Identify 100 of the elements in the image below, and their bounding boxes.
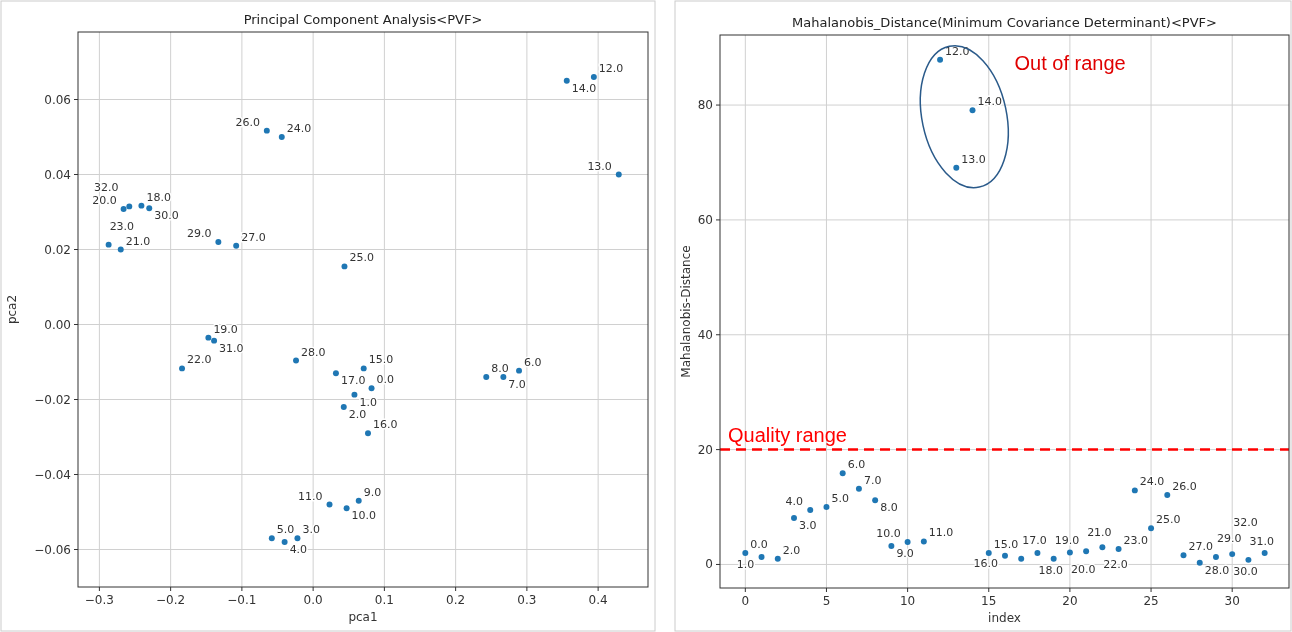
point — [953, 164, 960, 171]
annotation: 6.0 — [847, 458, 866, 472]
point — [1099, 544, 1106, 551]
annotation: 28.0 — [1204, 563, 1230, 577]
point — [179, 365, 186, 372]
point — [563, 77, 570, 84]
point — [615, 171, 622, 178]
y-tick-label: 20 — [697, 442, 713, 457]
x-tick-label: 0.3 — [517, 593, 537, 607]
x-tick-label: 25 — [1143, 594, 1159, 608]
annotation: 2.0 — [348, 408, 367, 421]
annotation: 20.0 — [92, 194, 117, 207]
annotation: 19.0 — [213, 322, 238, 336]
annotation: 6.0 — [524, 355, 542, 369]
point — [215, 239, 222, 245]
point — [138, 202, 145, 209]
annotation: 30.0 — [154, 209, 179, 223]
annotation: 22.0 — [1103, 558, 1128, 572]
annotation: 21.0 — [1087, 526, 1112, 540]
point — [263, 127, 270, 134]
point — [742, 549, 749, 556]
annotation: 13.0 — [587, 159, 612, 173]
point — [1002, 552, 1008, 559]
point — [278, 134, 285, 140]
annotation: 26.0 — [235, 115, 260, 129]
annotation: 5.0 — [276, 523, 295, 537]
x-tick-label: 10 — [899, 594, 916, 608]
point — [969, 107, 976, 114]
x-tick-label: 0.1 — [374, 593, 394, 607]
annotation: 25.0 — [349, 251, 374, 265]
annotation: 27.0 — [241, 230, 266, 244]
y-tick-label: −0.02 — [34, 392, 71, 407]
point — [985, 549, 992, 556]
point — [1018, 555, 1025, 562]
point — [211, 337, 218, 344]
point — [268, 535, 275, 542]
point — [1148, 525, 1155, 532]
annotation: 3.0 — [799, 518, 817, 532]
point — [872, 497, 879, 504]
x-tick-label: 0.0 — [303, 593, 323, 607]
annotation: 7.0 — [863, 473, 882, 487]
point — [233, 242, 240, 249]
point — [1164, 491, 1171, 498]
annotation: 1.0 — [359, 395, 377, 409]
annotation: 16.0 — [973, 556, 999, 570]
point — [332, 370, 339, 377]
point — [294, 535, 301, 542]
point — [1261, 549, 1268, 556]
point — [120, 206, 127, 212]
annotation: 32.0 — [93, 181, 119, 195]
point — [281, 539, 288, 545]
x-tick-label: 0.2 — [446, 593, 466, 607]
annotation: 31.0 — [1249, 534, 1274, 548]
annotation: 17.0 — [1022, 533, 1047, 547]
annotation: 12.0 — [598, 62, 624, 75]
annotation: 16.0 — [372, 418, 398, 432]
point — [343, 505, 350, 512]
point — [368, 385, 375, 392]
point — [904, 539, 911, 546]
point — [758, 554, 765, 560]
point — [293, 357, 300, 364]
point — [1229, 551, 1236, 558]
annotation: 15.0 — [993, 537, 1019, 551]
annotation: 8.0 — [491, 362, 509, 375]
annotation: 5.0 — [831, 492, 849, 506]
point — [1066, 549, 1073, 556]
x-tick-label: 0 — [741, 594, 750, 608]
point — [117, 246, 124, 253]
annotation: 19.0 — [1054, 533, 1080, 547]
x-axis-title: index — [988, 611, 1021, 625]
annotation: 26.0 — [1172, 479, 1197, 493]
annotation: 29.0 — [1216, 531, 1242, 545]
point — [823, 504, 830, 511]
annotation: 3.0 — [302, 523, 320, 537]
annotation: 12.0 — [945, 44, 970, 58]
point — [1131, 487, 1138, 494]
annotation: 30.0 — [1233, 565, 1258, 579]
point — [341, 263, 348, 270]
point — [774, 555, 781, 562]
point — [516, 367, 523, 374]
annotation: 24.0 — [1139, 475, 1165, 489]
annotation: 4.0 — [785, 494, 803, 508]
point — [1050, 555, 1057, 562]
y-tick-label: 0.06 — [44, 92, 71, 107]
point — [791, 514, 797, 521]
ref-line-label: Quality range — [728, 423, 847, 446]
point — [105, 241, 112, 248]
annotation: 31.0 — [219, 341, 244, 355]
point — [920, 538, 927, 545]
annotation: 25.0 — [1156, 513, 1181, 527]
y-tick-label: 40 — [697, 327, 713, 342]
point — [146, 205, 153, 212]
y-axis-title: Mahalanobis-Distance — [679, 245, 693, 378]
y-tick-label: 0 — [705, 557, 713, 572]
x-tick-label: 5 — [822, 594, 831, 608]
annotation: 0.0 — [750, 537, 768, 551]
annotation: 18.0 — [146, 190, 171, 204]
annotation: 23.0 — [109, 219, 135, 233]
y-tick-label: 0.00 — [44, 317, 71, 332]
annotation: 23.0 — [1123, 533, 1149, 547]
